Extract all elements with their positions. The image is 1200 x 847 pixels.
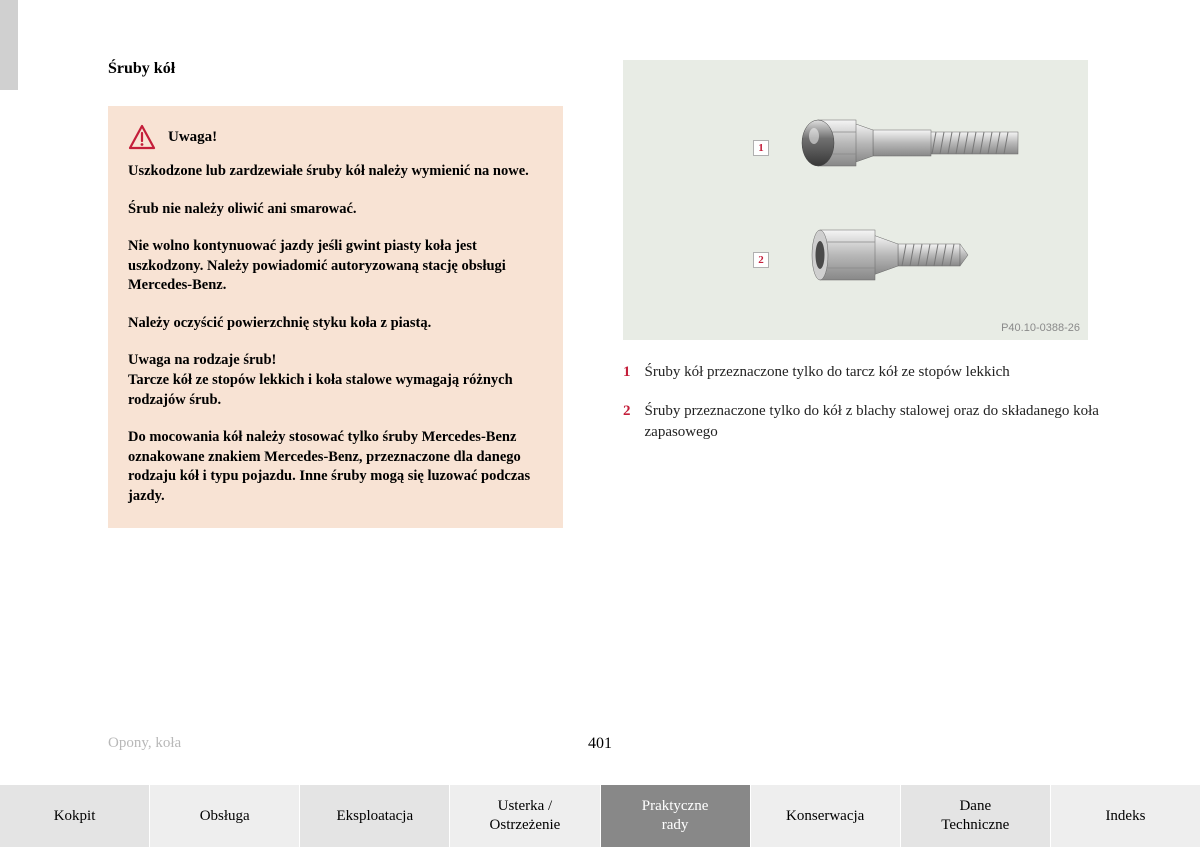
legend-item: 1 Śruby kół przeznaczone tylko do tarcz … <box>623 362 1140 383</box>
bottom-nav: Kokpit Obsługa Eksploatacja Usterka / Os… <box>0 785 1200 847</box>
page-number: 401 <box>588 735 612 753</box>
legend-text: Śruby przeznaczone tylko do kół z blachy… <box>645 401 1141 443</box>
left-column: Śruby kół Uwaga! Uszkodzone lub zardzewi… <box>108 60 563 528</box>
nav-tab-praktyczne-rady[interactable]: Praktyczne rady <box>601 785 751 847</box>
right-column: 1 2 <box>623 60 1140 528</box>
nav-tab-usterka[interactable]: Usterka / Ostrzeżenie <box>450 785 600 847</box>
nav-tab-indeks[interactable]: Indeks <box>1051 785 1200 847</box>
bolt-steel-icon <box>788 220 988 290</box>
warning-paragraph: Uszkodzone lub zardzewiałe śruby kół nal… <box>128 162 543 182</box>
section-title: Śruby kół <box>108 60 563 78</box>
nav-tab-obsluga[interactable]: Obsługa <box>150 785 300 847</box>
figure-label-1: 1 <box>753 140 769 156</box>
content-area: Śruby kół Uwaga! Uszkodzone lub zardzewi… <box>0 0 1200 528</box>
warning-box: Uwaga! Uszkodzone lub zardzewiałe śruby … <box>108 106 563 528</box>
nav-tab-eksploatacja[interactable]: Eksploatacja <box>300 785 450 847</box>
warning-paragraph: Do mocowania kół należy stosować tylko ś… <box>128 428 543 506</box>
figure-bolt-types: 1 2 <box>623 60 1088 340</box>
footer: Opony, koła 401 <box>0 735 1200 752</box>
warning-triangle-icon <box>128 124 156 150</box>
footer-section-name: Opony, koła <box>108 735 181 752</box>
warning-header: Uwaga! <box>128 124 543 150</box>
figure-label-2: 2 <box>753 252 769 268</box>
legend-number: 2 <box>623 401 631 443</box>
warning-title: Uwaga! <box>168 129 217 146</box>
page-edge-tab <box>0 0 18 90</box>
nav-tab-dane-techniczne[interactable]: Dane Techniczne <box>901 785 1051 847</box>
warning-paragraph: Należy oczyścić powierzchnię styku koła … <box>128 314 543 334</box>
figure-reference: P40.10-0388-26 <box>1001 322 1080 334</box>
warning-paragraph: Nie wolno kontynuować jazdy jeśli gwint … <box>128 237 543 296</box>
warning-paragraph: Śrub nie należy oliwić ani smarować. <box>128 200 543 220</box>
legend-text: Śruby kół przeznaczone tylko do tarcz kó… <box>645 362 1010 383</box>
nav-tab-kokpit[interactable]: Kokpit <box>0 785 150 847</box>
warning-paragraph: Uwaga na rodzaje śrub! Tarcze kół ze sto… <box>128 351 543 410</box>
bolt-alloy-icon <box>788 108 1028 178</box>
legend-item: 2 Śruby przeznaczone tylko do kół z blac… <box>623 401 1140 443</box>
nav-tab-konserwacja[interactable]: Konserwacja <box>751 785 901 847</box>
legend-number: 1 <box>623 362 631 383</box>
